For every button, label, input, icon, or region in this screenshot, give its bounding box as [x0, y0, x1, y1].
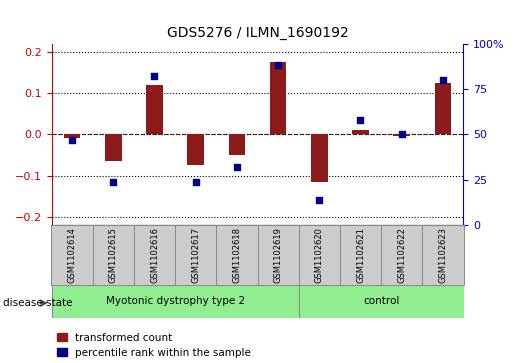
Bar: [93, 225, 134, 285]
Text: GSM1102621: GSM1102621: [356, 227, 365, 283]
Point: [68, 137, 76, 143]
Text: disease state: disease state: [3, 298, 72, 308]
Bar: [299, 225, 340, 285]
Text: GSM1102618: GSM1102618: [232, 227, 242, 283]
Title: GDS5276 / ILMN_1690192: GDS5276 / ILMN_1690192: [167, 26, 348, 40]
Text: control: control: [363, 296, 399, 306]
Text: GSM1102617: GSM1102617: [191, 227, 200, 283]
Bar: [393, 134, 410, 136]
Point: [356, 117, 365, 123]
Bar: [435, 83, 451, 134]
Bar: [422, 225, 464, 285]
Text: GSM1102619: GSM1102619: [273, 227, 283, 283]
Bar: [299, 285, 464, 318]
Text: GSM1102615: GSM1102615: [109, 227, 118, 283]
Bar: [134, 225, 175, 285]
Bar: [352, 130, 369, 134]
Point: [315, 197, 323, 203]
Point: [233, 164, 241, 170]
Text: GSM1102622: GSM1102622: [397, 227, 406, 283]
Bar: [340, 225, 381, 285]
Point: [109, 179, 117, 184]
Point: [439, 77, 447, 83]
Bar: [64, 134, 80, 138]
Point: [192, 179, 200, 184]
Bar: [216, 225, 258, 285]
Bar: [105, 134, 122, 161]
Bar: [258, 225, 299, 285]
Legend: transformed count, percentile rank within the sample: transformed count, percentile rank withi…: [57, 333, 251, 358]
Bar: [381, 225, 422, 285]
Text: GSM1102623: GSM1102623: [438, 227, 448, 283]
Text: GSM1102620: GSM1102620: [315, 227, 324, 283]
Text: GSM1102614: GSM1102614: [67, 227, 77, 283]
Bar: [311, 134, 328, 182]
Bar: [146, 85, 163, 134]
Bar: [270, 62, 286, 134]
Point: [274, 62, 282, 68]
Bar: [52, 285, 299, 318]
Bar: [175, 225, 216, 285]
Point: [150, 73, 159, 79]
Text: GSM1102616: GSM1102616: [150, 227, 159, 283]
Text: Myotonic dystrophy type 2: Myotonic dystrophy type 2: [106, 296, 245, 306]
Bar: [187, 134, 204, 165]
Bar: [229, 134, 245, 155]
Point: [398, 131, 406, 137]
Bar: [52, 225, 93, 285]
